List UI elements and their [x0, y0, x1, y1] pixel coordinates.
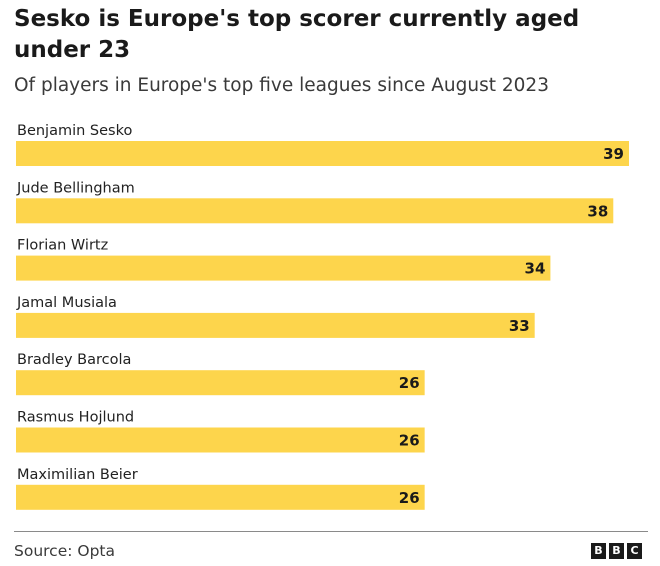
- category-label: Benjamin Sesko: [17, 123, 132, 139]
- bar-value-label: 34: [525, 260, 546, 278]
- category-label: Jude Bellingham: [16, 180, 135, 196]
- bbc-logo-letter: B: [609, 543, 624, 559]
- category-label: Maximilian Beier: [17, 467, 138, 483]
- bar: [16, 484, 425, 510]
- bar: [16, 312, 535, 338]
- source-note: Source: Opta: [14, 542, 115, 560]
- category-label: Rasmus Hojlund: [17, 410, 134, 426]
- bar-value-label: 26: [399, 374, 420, 392]
- category-label: Florian Wirtz: [17, 238, 108, 254]
- bar: [16, 255, 551, 281]
- bar-value-label: 38: [587, 202, 608, 220]
- bar: [16, 370, 425, 396]
- bbc-logo-letter: B: [591, 543, 606, 559]
- bar-chart: Benjamin Sesko 39 Jude Bellingham 38 Florian…: [16, 123, 629, 510]
- category-label: Bradley Barcola: [17, 352, 131, 368]
- chart-subtitle: Of players in Europe's top five leagues …: [14, 75, 549, 96]
- bbc-logo-letter: C: [627, 543, 642, 559]
- category-label: Jamal Musiala: [16, 295, 117, 311]
- bar: [16, 198, 614, 224]
- bar-value-label: 39: [603, 145, 624, 163]
- bar-value-label: 33: [509, 317, 530, 335]
- bar: [16, 141, 629, 166]
- bbc-logo: B B C: [591, 543, 642, 559]
- bar: [16, 427, 425, 453]
- bar-value-label: 26: [399, 432, 420, 450]
- footer-divider: [14, 531, 648, 532]
- chart-title: Sesko is Europe's top scorer currently a…: [14, 6, 580, 63]
- bar-value-label: 26: [399, 489, 420, 507]
